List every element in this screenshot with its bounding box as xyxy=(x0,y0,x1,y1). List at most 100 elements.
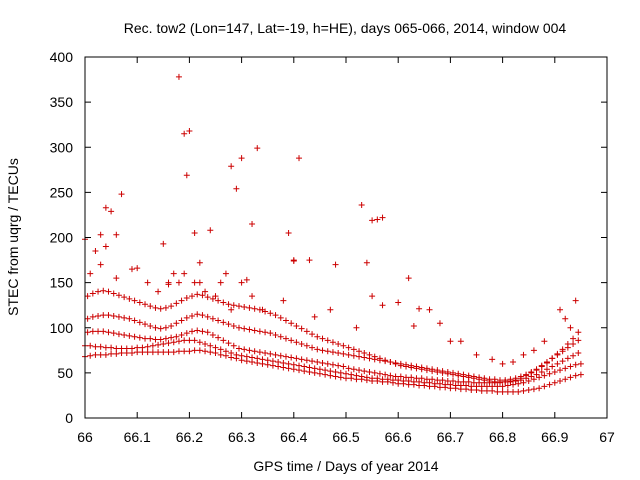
data-point xyxy=(494,383,501,390)
data-point xyxy=(102,351,109,358)
data-point xyxy=(136,334,143,341)
data-point xyxy=(457,338,464,345)
data-point xyxy=(100,287,107,294)
data-point xyxy=(202,340,209,347)
data-point xyxy=(418,366,425,373)
data-point xyxy=(222,270,229,277)
data-point xyxy=(309,358,316,365)
data-point xyxy=(379,376,386,383)
data-point xyxy=(189,313,196,320)
data-point xyxy=(254,145,261,152)
data-point xyxy=(463,382,470,389)
data-point xyxy=(358,202,365,209)
data-point xyxy=(536,385,543,392)
data-point xyxy=(189,293,196,300)
x-axis-label: GPS time / Days of year 2014 xyxy=(253,458,438,474)
data-point xyxy=(235,345,242,352)
data-point xyxy=(549,363,556,370)
data-point xyxy=(570,340,577,347)
data-point xyxy=(416,378,423,385)
data-point xyxy=(128,266,135,273)
data-point xyxy=(502,378,509,385)
x-tick-label: 66.2 xyxy=(176,429,203,445)
data-point xyxy=(426,379,433,386)
data-point xyxy=(332,368,339,375)
data-point xyxy=(309,344,316,351)
data-point xyxy=(246,326,253,333)
data-point xyxy=(541,372,548,379)
data-point xyxy=(405,275,412,282)
data-point xyxy=(249,293,256,300)
data-point xyxy=(410,322,417,329)
data-point xyxy=(423,376,430,383)
data-point xyxy=(327,368,334,375)
data-point xyxy=(230,302,237,309)
data-point xyxy=(230,322,237,329)
data-point xyxy=(262,329,269,336)
data-point xyxy=(525,377,532,384)
data-point xyxy=(183,294,190,301)
data-point xyxy=(272,331,279,338)
data-point xyxy=(403,363,410,370)
data-point xyxy=(196,339,203,346)
data-point xyxy=(335,362,342,369)
data-point xyxy=(84,293,91,300)
data-point xyxy=(136,299,143,306)
data-point xyxy=(329,361,336,368)
data-point xyxy=(293,355,300,362)
data-point xyxy=(136,319,143,326)
data-point xyxy=(175,73,182,80)
data-point xyxy=(496,378,503,385)
data-point xyxy=(280,297,287,304)
data-point xyxy=(162,304,169,311)
data-point xyxy=(562,315,569,322)
data-point xyxy=(528,369,535,376)
data-point xyxy=(228,350,235,357)
data-point xyxy=(517,375,524,382)
data-point xyxy=(147,303,154,310)
data-point xyxy=(413,375,420,382)
data-point xyxy=(324,360,331,367)
data-point xyxy=(100,312,107,319)
data-point xyxy=(444,377,451,384)
data-point xyxy=(387,372,394,379)
data-point xyxy=(191,279,198,286)
data-point xyxy=(567,324,574,331)
data-point xyxy=(356,367,363,374)
data-point xyxy=(204,294,211,301)
data-point xyxy=(251,348,258,355)
data-point xyxy=(340,342,347,349)
data-point xyxy=(369,375,376,382)
data-point xyxy=(215,317,222,324)
data-point xyxy=(157,325,164,332)
data-point xyxy=(149,342,156,349)
data-point xyxy=(350,346,357,353)
data-point xyxy=(434,368,441,375)
data-point xyxy=(173,320,180,327)
data-point xyxy=(450,371,457,378)
data-point xyxy=(335,340,342,347)
data-point xyxy=(298,340,305,347)
data-point xyxy=(486,377,493,384)
data-point xyxy=(183,172,190,179)
data-point xyxy=(543,359,550,366)
data-point xyxy=(546,370,553,377)
data-point xyxy=(142,301,149,308)
data-point xyxy=(557,306,564,313)
data-point xyxy=(228,163,235,170)
data-point xyxy=(196,279,203,286)
data-point xyxy=(530,347,537,354)
data-point xyxy=(510,388,517,395)
data-point xyxy=(536,374,543,381)
data-point xyxy=(131,333,138,340)
data-point xyxy=(160,349,167,356)
data-point xyxy=(102,204,109,211)
data-point xyxy=(207,342,214,349)
data-point xyxy=(450,377,457,384)
data-point xyxy=(465,374,472,381)
data-point xyxy=(170,349,177,356)
data-point xyxy=(397,362,404,369)
data-point xyxy=(470,375,477,382)
data-point xyxy=(348,371,355,378)
data-point xyxy=(84,315,91,322)
